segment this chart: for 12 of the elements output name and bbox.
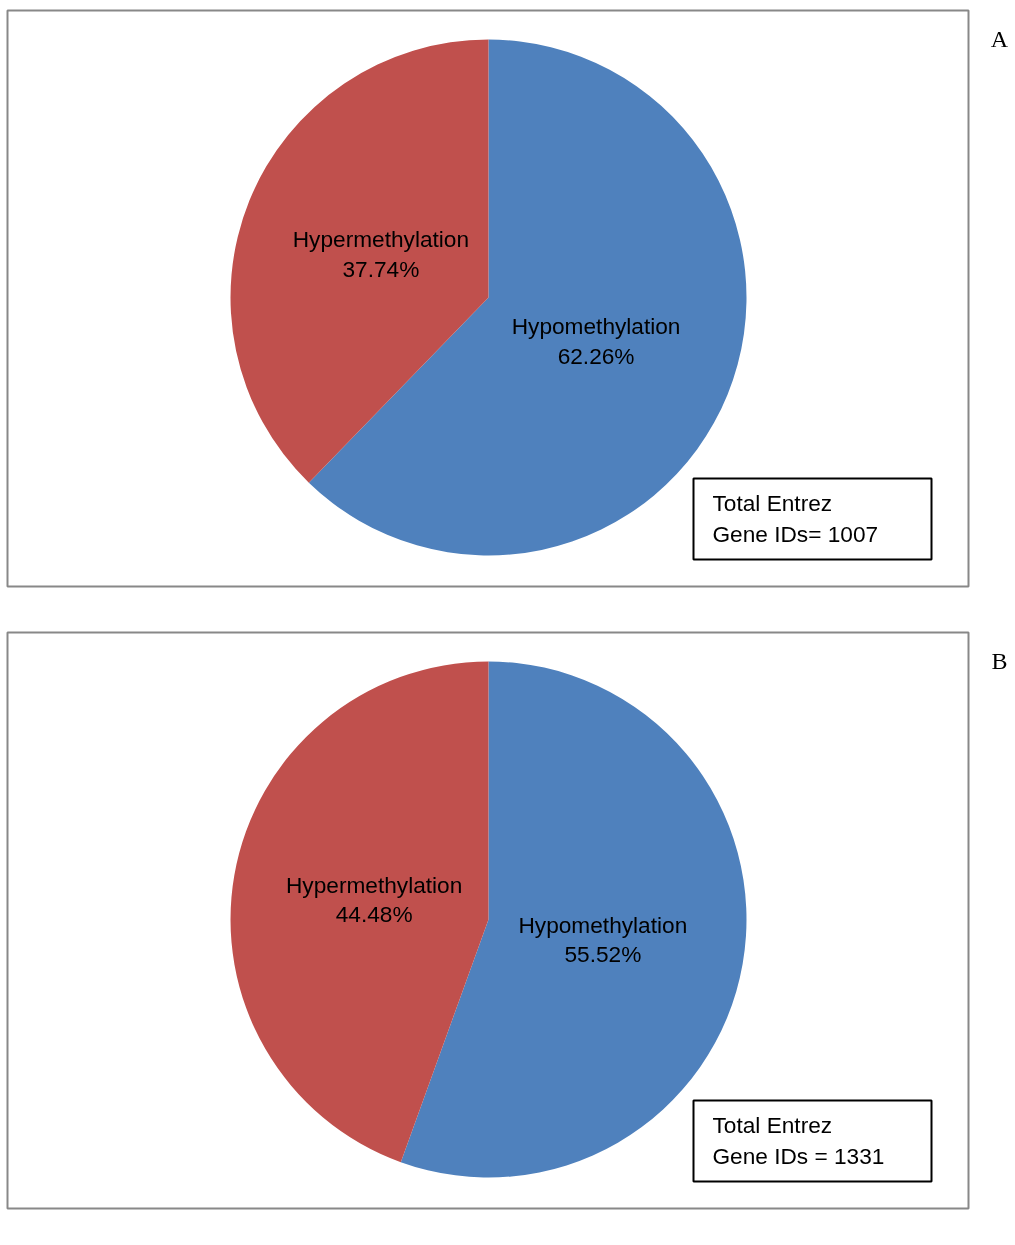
text: Total Entrez Gene IDs = 1331 bbox=[712, 1111, 885, 1170]
data-label: 62.26% bbox=[557, 343, 635, 370]
data-label: 44.48% bbox=[335, 901, 413, 928]
data-label: 55.52% bbox=[564, 941, 642, 968]
slice-label: Hypermethylation bbox=[292, 225, 470, 252]
text: Total Entrez Gene IDs= 1007 bbox=[712, 489, 879, 548]
slice-label: Hypomethylation bbox=[511, 313, 681, 340]
data-label: 37.74% bbox=[342, 255, 420, 282]
text: B bbox=[991, 647, 1008, 674]
text: A bbox=[990, 25, 1009, 52]
slice-label: Hypermethylation bbox=[285, 871, 463, 898]
slice-label: Hypomethylation bbox=[518, 911, 688, 938]
